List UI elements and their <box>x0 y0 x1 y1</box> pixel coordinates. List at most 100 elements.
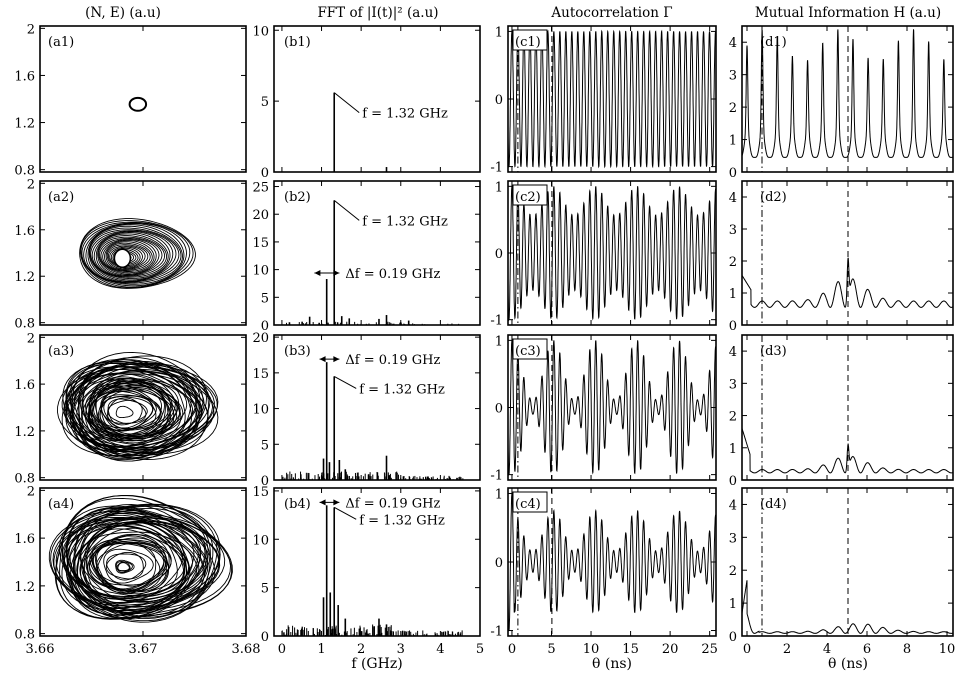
attractor-loop <box>91 231 171 280</box>
attractor-loop <box>79 218 196 289</box>
panel-label-box <box>512 338 548 360</box>
mutual-information-curve <box>742 257 953 308</box>
x-tick-label: 3 <box>397 642 405 657</box>
xlabel-b: f (GHz) <box>351 656 402 672</box>
axes-frame <box>39 180 247 326</box>
attractor-loop <box>76 517 200 605</box>
attractor-loop <box>50 504 218 622</box>
y-tick-label: 4 <box>729 345 737 360</box>
x-tick-label: 4 <box>823 642 831 657</box>
attractor-loop <box>69 522 195 608</box>
attractor-loop <box>81 222 187 287</box>
attractor-loop <box>107 245 146 269</box>
plot-area-c1 <box>508 26 716 172</box>
attractor-loop <box>48 503 221 623</box>
y-tick-label: 1 <box>495 487 503 502</box>
x-tick-label: 20 <box>662 642 679 657</box>
axes-frame <box>273 180 481 326</box>
column-header-3: Autocorrelation Γ <box>550 5 672 21</box>
axes-frame <box>39 25 247 173</box>
attractor-loop <box>55 495 233 620</box>
attractor-loop <box>88 227 180 283</box>
attractor-loop <box>99 390 157 429</box>
y-tick-label: 0 <box>729 630 737 645</box>
y-tick-label: 2 <box>729 410 737 425</box>
x-tick-label: 5 <box>476 642 484 657</box>
plot-area-b4: Δf = 0.19 GHz f = 1.32 GHz <box>281 496 463 636</box>
attractor-loop <box>65 508 220 616</box>
x-tick-label: 10 <box>583 642 600 657</box>
y-tick-label: 0.8 <box>14 317 35 332</box>
panel-label-b4: (b4) <box>284 497 311 512</box>
panel-label-d2: (d2) <box>760 190 787 205</box>
torus-hole <box>113 248 132 268</box>
column-header-1: (N, E) (a.u) <box>85 5 161 21</box>
y-tick-label: 1 <box>729 597 737 612</box>
attractor-loop <box>87 225 182 283</box>
attractor-loop <box>112 249 139 266</box>
x-tick-label: 0 <box>743 642 751 657</box>
annotation-delta: Δf = 0.19 GHz <box>345 496 440 511</box>
y-tick-label: 0 <box>261 166 269 181</box>
panel-label-b1: (b1) <box>284 35 311 50</box>
attractor-loop <box>79 378 188 447</box>
plot-area-a4 <box>48 494 233 623</box>
arrow-head <box>314 269 321 276</box>
y-tick-label: 5 <box>261 438 269 453</box>
y-tick-label: 10 <box>252 24 269 39</box>
attractor-loop <box>62 361 219 462</box>
attractor-loop <box>71 371 198 453</box>
y-tick-label: 2 <box>729 564 737 579</box>
panel-b1: f = 1.32 GHz 10 5 0 (b1) <box>252 24 481 181</box>
plot-area-c4 <box>508 488 716 636</box>
arrow-line <box>333 506 357 520</box>
panel-d2: 4 3 2 1 0 (d2) <box>729 180 954 334</box>
arrow-line <box>333 92 360 114</box>
attractor-loop <box>106 553 147 581</box>
attractor-loop <box>115 405 134 419</box>
arrow-line <box>333 375 357 389</box>
x-tick-label: 3.66 <box>26 642 55 657</box>
attractor-loop <box>65 516 211 614</box>
y-tick-label: -1 <box>490 469 503 484</box>
panel-label-box <box>512 29 548 51</box>
y-tick-label: 10 <box>252 403 269 418</box>
autocorrelation-curve <box>508 29 716 169</box>
attractor-loop <box>103 396 154 429</box>
panel-a3: 2 1.6 1.2 0.8 (a3) <box>14 331 247 487</box>
attractor-loop <box>100 238 157 274</box>
y-tick-label: 1 <box>729 134 737 149</box>
autocorrelation-curve <box>508 339 716 476</box>
panel-label-c3: (c3) <box>515 344 541 359</box>
axes-frame <box>39 334 247 481</box>
y-tick-label: 3 <box>729 223 737 238</box>
attractor-loop <box>117 562 130 572</box>
axes-frame <box>741 334 954 481</box>
plot-area-d2 <box>742 181 953 325</box>
panel-label-b3: (b3) <box>284 344 311 359</box>
annotation-f: f = 1.32 GHz <box>362 107 448 122</box>
attractor-loop <box>97 387 163 432</box>
attractor-loop <box>116 561 131 572</box>
autocorrelation-curve <box>508 492 716 632</box>
axes-frame <box>507 487 717 637</box>
attractor-loop <box>69 362 213 458</box>
y-tick-label: 4 <box>729 191 737 206</box>
annotation-delta: Δf = 0.19 GHz <box>345 267 440 282</box>
y-tick-label: 4 <box>729 498 737 513</box>
axes-frame <box>39 487 247 637</box>
axes-frame <box>507 25 717 173</box>
y-tick-label: -1 <box>490 314 503 329</box>
y-tick-label: 0 <box>729 319 737 334</box>
x-tick-label: 15 <box>622 642 639 657</box>
annotation-f: f = 1.32 GHz <box>359 382 445 397</box>
y-tick-label: 2 <box>27 484 35 499</box>
attractor-loop <box>88 537 167 593</box>
attractor-loop <box>74 514 207 609</box>
y-tick-label: 0 <box>495 402 503 417</box>
attractor-loop <box>76 370 186 446</box>
y-tick-label: 15 <box>252 367 269 382</box>
limit-cycle <box>128 96 148 112</box>
arrow-head <box>333 356 340 363</box>
plot-area-c3 <box>508 335 716 480</box>
